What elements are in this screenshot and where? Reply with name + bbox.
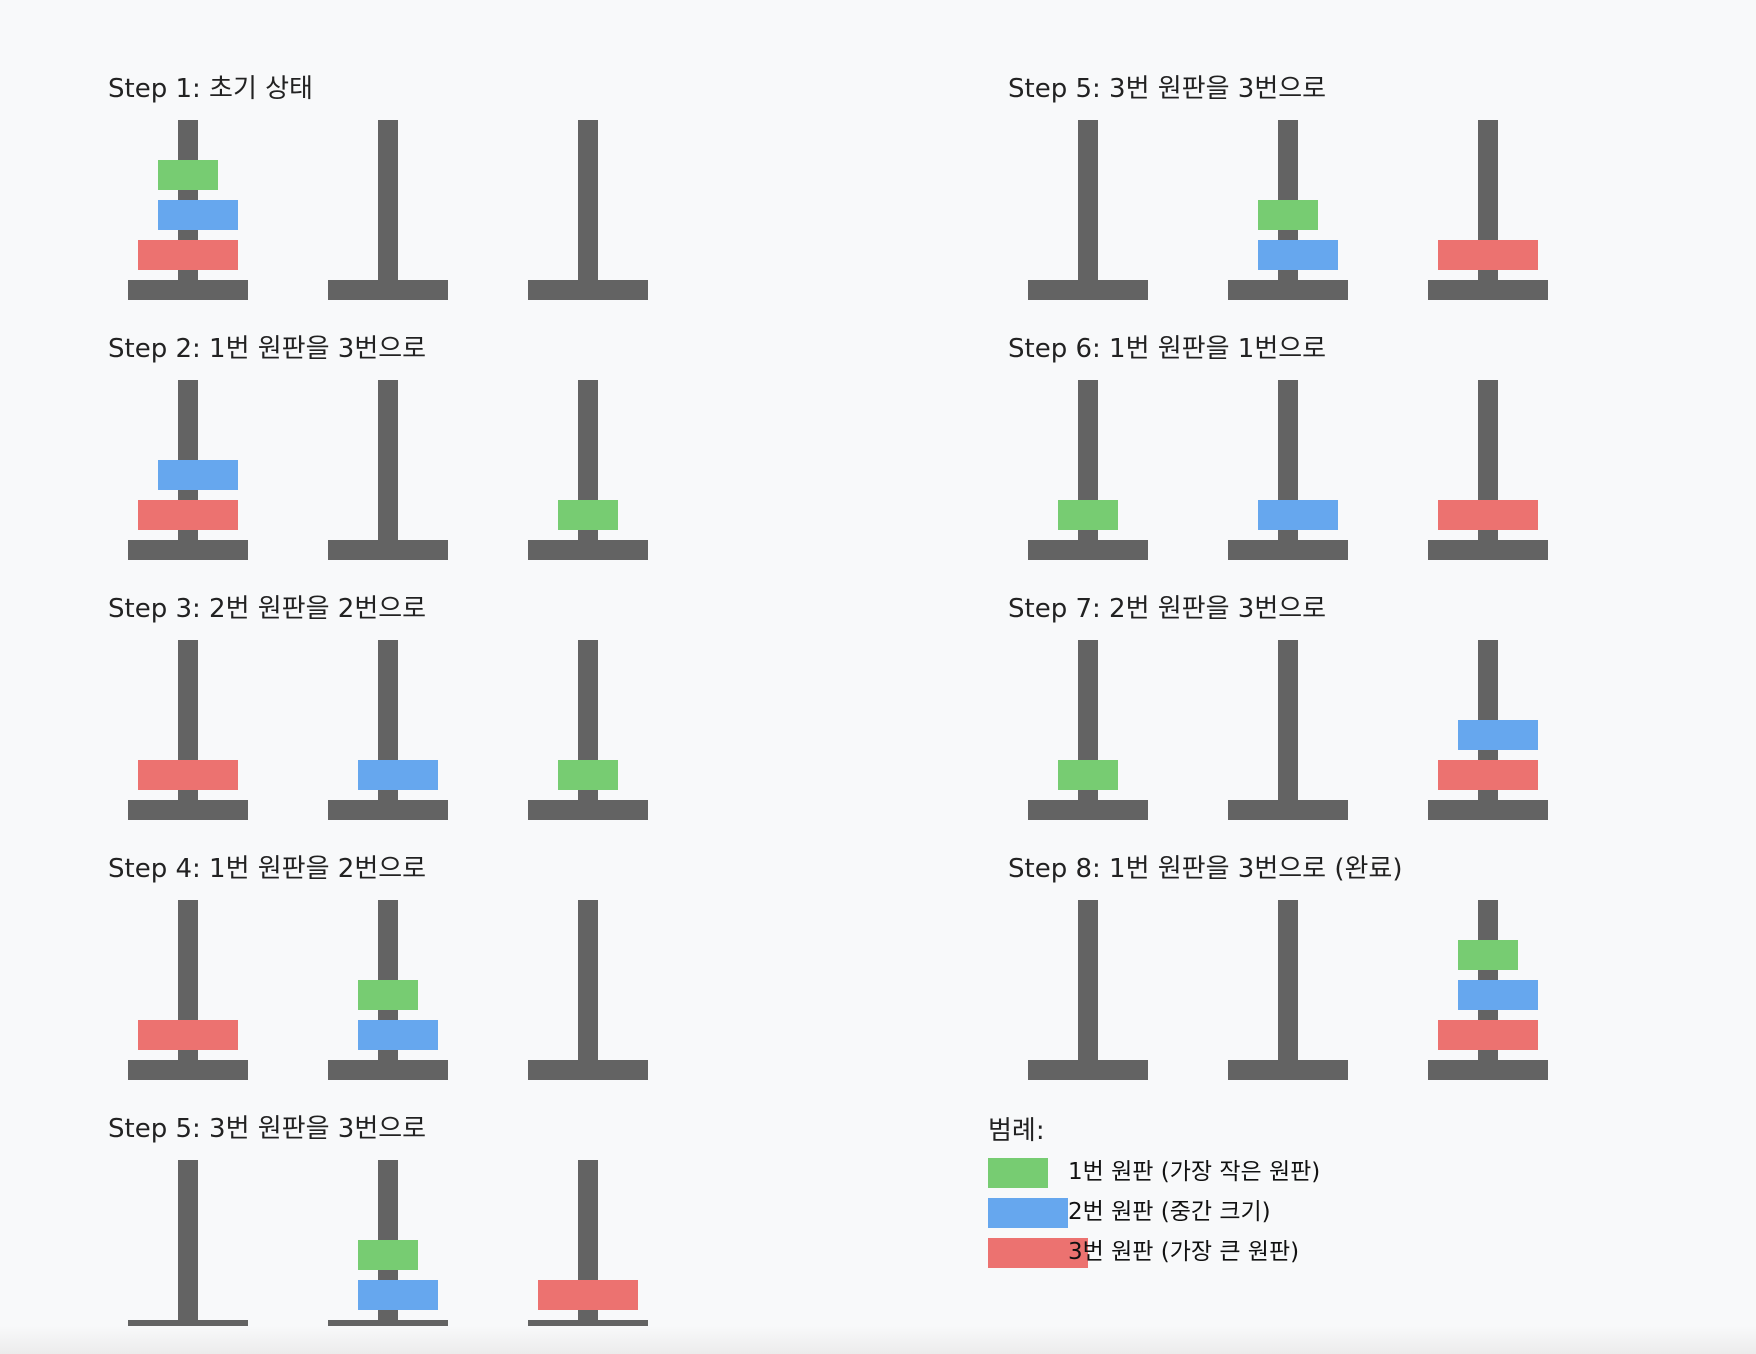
disk-2 [1258,240,1338,270]
legend-label-disk-3: 3번 원판 (가장 큰 원판) [1068,1239,1300,1265]
legend-title: 범례: [988,1116,1045,1146]
disk-2 [158,200,238,230]
peg-2-base [328,800,448,820]
disk-1 [558,760,618,790]
peg-2-base [1228,800,1348,820]
peg-1-pole [1078,900,1098,1060]
peg-2-pole [378,380,398,540]
disk-1 [1258,200,1318,230]
peg-2-base [328,540,448,560]
peg-1-pole [1078,120,1098,280]
peg-2-pole [1278,640,1298,800]
peg-3-base [528,540,648,560]
step-title: Step 3: 2번 원판을 2번으로 [108,594,427,624]
peg-3-base [1428,280,1548,300]
disk-1 [1058,500,1118,530]
peg-1-base [1028,800,1148,820]
peg-1-pole [178,1160,198,1320]
disk-3 [1438,760,1538,790]
peg-2-pole [378,120,398,280]
peg-2-base [1228,540,1348,560]
disk-3 [538,1280,638,1310]
disk-3 [1438,500,1538,530]
legend-swatch-disk-2 [988,1198,1068,1228]
step-title: Step 5: 3번 원판을 3번으로 [108,1114,427,1144]
peg-3-base [528,800,648,820]
disk-2 [358,1280,438,1310]
step-title: Step 7: 2번 원판을 3번으로 [1008,594,1327,624]
step-title: Step 6: 1번 원판을 1번으로 [1008,334,1327,364]
disk-3 [1438,1020,1538,1050]
peg-3-base [528,280,648,300]
legend-label-disk-1: 1번 원판 (가장 작은 원판) [1068,1159,1321,1185]
legend-swatch-disk-1 [988,1158,1048,1188]
disk-2 [1258,500,1338,530]
disk-2 [158,460,238,490]
disk-2 [1458,720,1538,750]
disk-1 [358,1240,418,1270]
peg-2-pole [1278,900,1298,1060]
disk-3 [138,500,238,530]
disk-3 [138,240,238,270]
peg-3-base [1428,540,1548,560]
step-title: Step 2: 1번 원판을 3번으로 [108,334,427,364]
peg-1-base [128,540,248,560]
disk-1 [358,980,418,1010]
disk-1 [1058,760,1118,790]
legend-label-disk-2: 2번 원판 (중간 크기) [1068,1199,1271,1225]
step-title: Step 8: 1번 원판을 3번으로 (완료) [1008,854,1403,884]
peg-2-base [1228,280,1348,300]
disk-2 [358,760,438,790]
step-title: Step 5: 3번 원판을 3번으로 [1008,74,1327,104]
disk-2 [358,1020,438,1050]
peg-3-base [528,1060,648,1080]
peg-3-base [1428,1060,1548,1080]
peg-1-base [1028,280,1148,300]
peg-1-base [128,280,248,300]
disk-1 [158,160,218,190]
peg-1-base [1028,1060,1148,1080]
peg-1-base [128,800,248,820]
disk-1 [1458,940,1518,970]
step-title: Step 1: 초기 상태 [108,74,313,104]
peg-2-base [328,1060,448,1080]
peg-2-base [1228,1060,1348,1080]
disk-3 [138,1020,238,1050]
bottom-shade [0,1326,1756,1354]
legend-swatch-disk-3 [988,1238,1088,1268]
peg-1-base [128,1060,248,1080]
peg-3-pole [578,900,598,1060]
peg-3-base [1428,800,1548,820]
step-title: Step 4: 1번 원판을 2번으로 [108,854,427,884]
peg-1-base [1028,540,1148,560]
disk-3 [138,760,238,790]
disk-1 [558,500,618,530]
peg-3-pole [578,120,598,280]
disk-2 [1458,980,1538,1010]
peg-2-base [328,280,448,300]
disk-3 [1438,240,1538,270]
